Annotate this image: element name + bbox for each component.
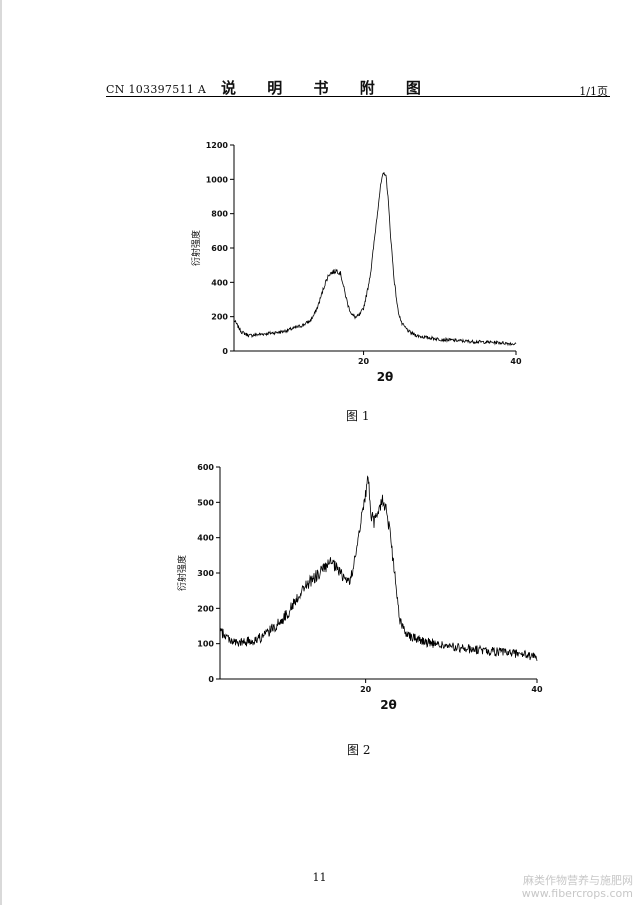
watermark-line-1: 麻类作物营养与施肥网 [523,874,633,887]
watermark-line-2: www.fibercrops.com [521,887,633,900]
header-rule [106,96,610,97]
y-tick-label: 1200 [206,141,229,150]
page-number: 11 [312,871,327,884]
page-title: 说 明 书 附 图 [221,79,434,97]
figure-1-caption: 图 1 [346,409,370,423]
x-tick-label: 40 [510,357,522,366]
watermark: 麻类作物营养与施肥网 www.fibercrops.com [522,874,633,900]
y-tick-label: 800 [211,210,228,219]
page-count: 1/1页 [579,85,608,98]
x-tick-label: 20 [358,357,370,366]
patent-number: CN 103397511 A [106,83,207,96]
y-axis-label: 衍射强度 [190,230,202,266]
y-tick-label: 400 [211,278,228,287]
y-tick-label: 0 [222,347,228,356]
figure-2-caption: 图 2 [347,743,371,757]
y-tick-label: 600 [211,244,228,253]
y-tick-label: 1000 [206,175,229,184]
diffraction-curve [233,172,517,347]
x-axis-label: 2θ [377,370,394,384]
page-edge [0,0,2,905]
y-tick-label: 200 [211,313,228,322]
